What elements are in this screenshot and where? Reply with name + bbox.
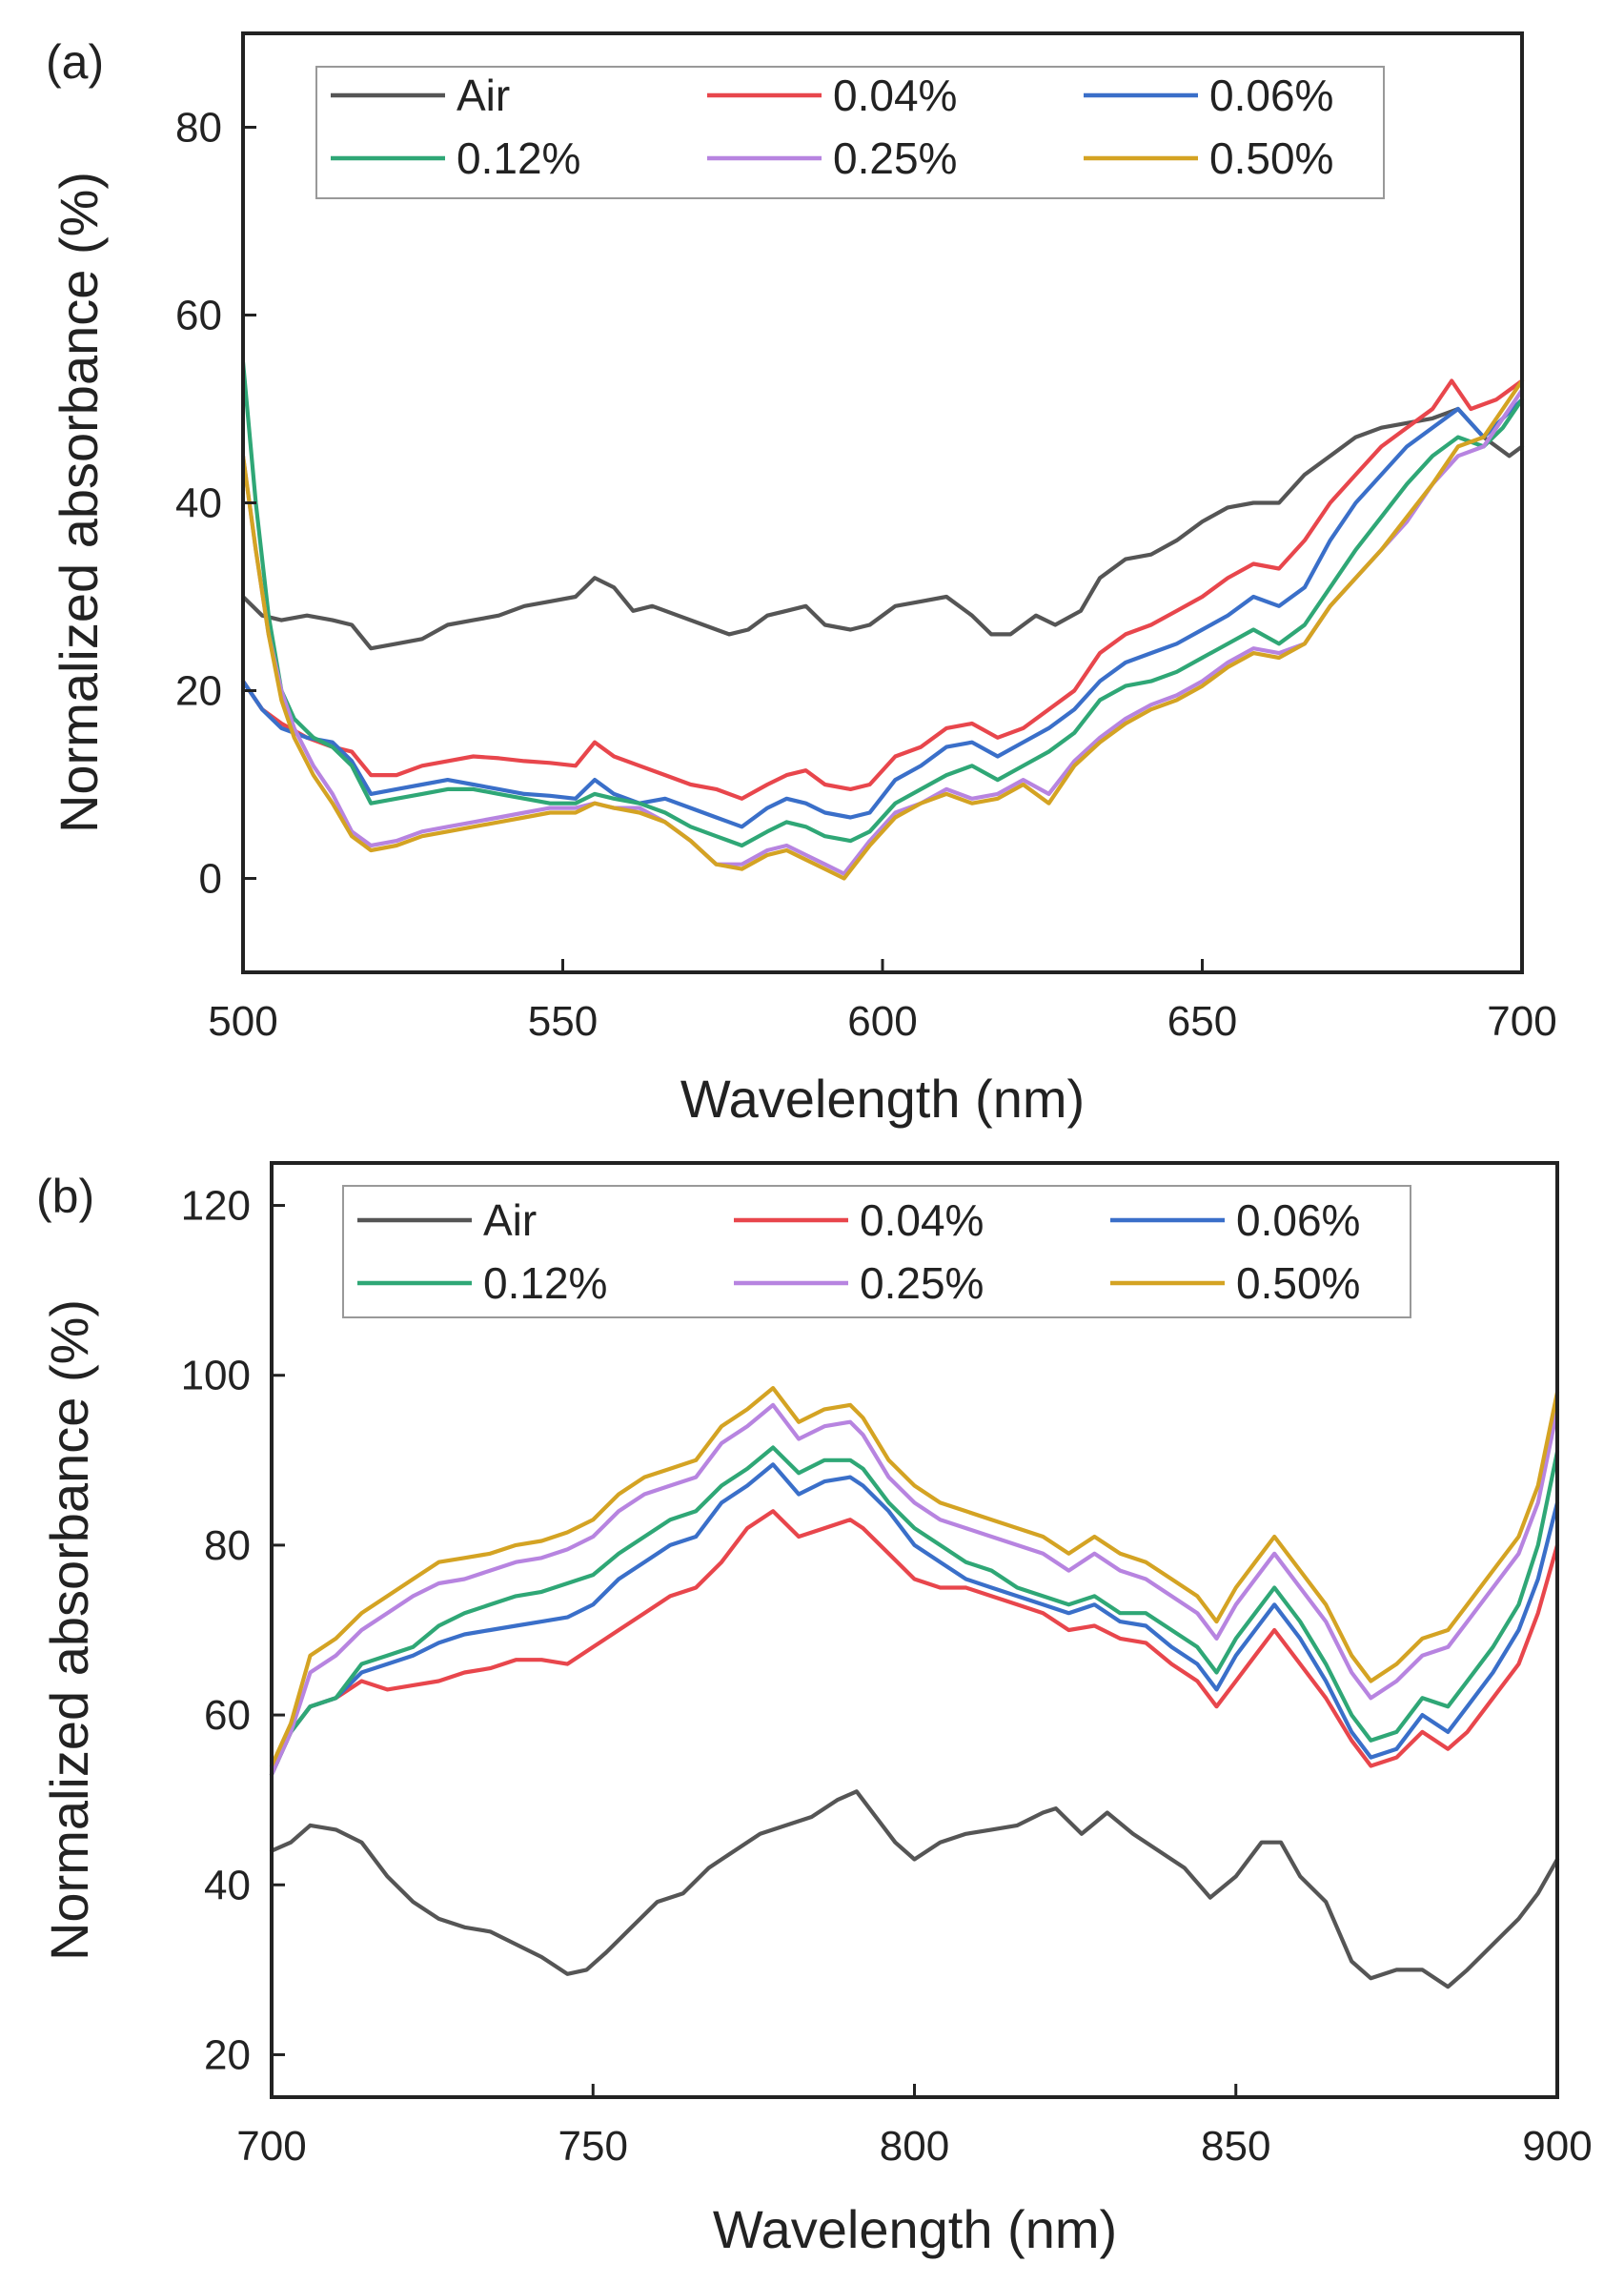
y-tick-label-a-2: 40	[175, 480, 222, 527]
y-tick-label-b-4: 100	[181, 1353, 251, 1399]
x-axis-title-b: Wavelength (nm)	[713, 2199, 1117, 2259]
series-line-a-5	[240, 378, 1525, 881]
series-line-b-3	[269, 1445, 1560, 1777]
y-tick-label-b-5: 120	[181, 1183, 251, 1230]
legend-label-a-4: 0.25%	[833, 133, 957, 183]
series-line-b-2	[269, 1462, 1560, 1777]
legend-b: Air 0.04% 0.06% 0.12% 0.25% 0.50%	[342, 1185, 1411, 1318]
series-line-a-0	[240, 406, 1525, 651]
legend-label-b-4: 0.25%	[860, 1258, 984, 1308]
legend-label-a-5: 0.50%	[1209, 133, 1333, 183]
x-tick-label-b-2: 800	[880, 2123, 949, 2170]
x-tick-label-a-3: 650	[1167, 998, 1237, 1045]
series-line-a-1	[240, 378, 1525, 801]
series-line-a-3	[240, 359, 1525, 848]
series-line-b-0	[269, 1789, 1560, 1989]
series-group-a	[240, 359, 1525, 881]
y-tick-label-a-0: 0	[199, 856, 222, 903]
y-tick-label-a-3: 60	[175, 293, 222, 339]
x-axis-title-a: Wavelength (nm)	[680, 1069, 1085, 1129]
legend-label-b-1: 0.04%	[860, 1195, 984, 1245]
series-group-b	[269, 1386, 1560, 1989]
x-tick-label-b-1: 750	[558, 2123, 628, 2170]
legend-box-b	[342, 1185, 1411, 1318]
y-tick-label-a-4: 80	[175, 105, 222, 152]
legend-label-a-1: 0.04%	[833, 71, 957, 120]
y-tick-label-b-1: 40	[204, 1862, 251, 1908]
tick-group-a: 500 550 600 650 700 0 20 40 60 80	[175, 105, 1557, 1046]
legend-label-b-0: Air	[483, 1195, 537, 1245]
legend-label-b-5: 0.50%	[1236, 1258, 1360, 1308]
x-tick-label-a-0: 500	[208, 998, 277, 1045]
x-tick-label-a-2: 600	[847, 998, 917, 1045]
series-line-a-2	[240, 398, 1525, 829]
legend-label-a-2: 0.06%	[1209, 71, 1333, 120]
x-tick-label-a-1: 550	[528, 998, 598, 1045]
series-line-b-1	[269, 1509, 1560, 1777]
y-axis-title-b: Normalized absorbance (%)	[39, 1299, 99, 1961]
series-line-b-4	[269, 1402, 1560, 1777]
y-tick-label-b-2: 60	[204, 1692, 251, 1739]
legend-label-b-3: 0.12%	[483, 1258, 607, 1308]
series-line-b-5	[269, 1386, 1560, 1768]
y-tick-label-a-1: 20	[175, 668, 222, 715]
chart-panel-a: (a) 500 550 600 650 700 0 20 40 60 80 Wavelength …	[46, 31, 1557, 1129]
y-tick-label-b-0: 20	[204, 2031, 251, 2078]
x-tick-label-b-4: 900	[1522, 2123, 1592, 2170]
tick-group-b: 700 750 800 850 900 20 40 60 80 100 120	[181, 1183, 1593, 2170]
legend-a: Air 0.04% 0.06% 0.12% 0.25% 0.50%	[315, 66, 1385, 199]
legend-label-b-2: 0.06%	[1236, 1195, 1360, 1245]
legend-box-a	[315, 66, 1385, 199]
x-tick-label-b-3: 850	[1201, 2123, 1270, 2170]
panel-label-a: (a)	[46, 35, 104, 89]
chart-panel-b: (b) 700 750 800 850 900 20 40 60 80 100 120 Wavele…	[36, 1161, 1593, 2259]
y-tick-label-b-3: 80	[204, 1522, 251, 1569]
panel-label-b: (b)	[36, 1170, 94, 1223]
y-axis-title-a: Normalized absorbance (%)	[49, 172, 109, 833]
legend-label-a-3: 0.12%	[457, 133, 580, 183]
x-tick-label-a-4: 700	[1487, 998, 1556, 1045]
legend-label-a-0: Air	[457, 71, 510, 120]
x-tick-label-b-0: 700	[236, 2123, 306, 2170]
